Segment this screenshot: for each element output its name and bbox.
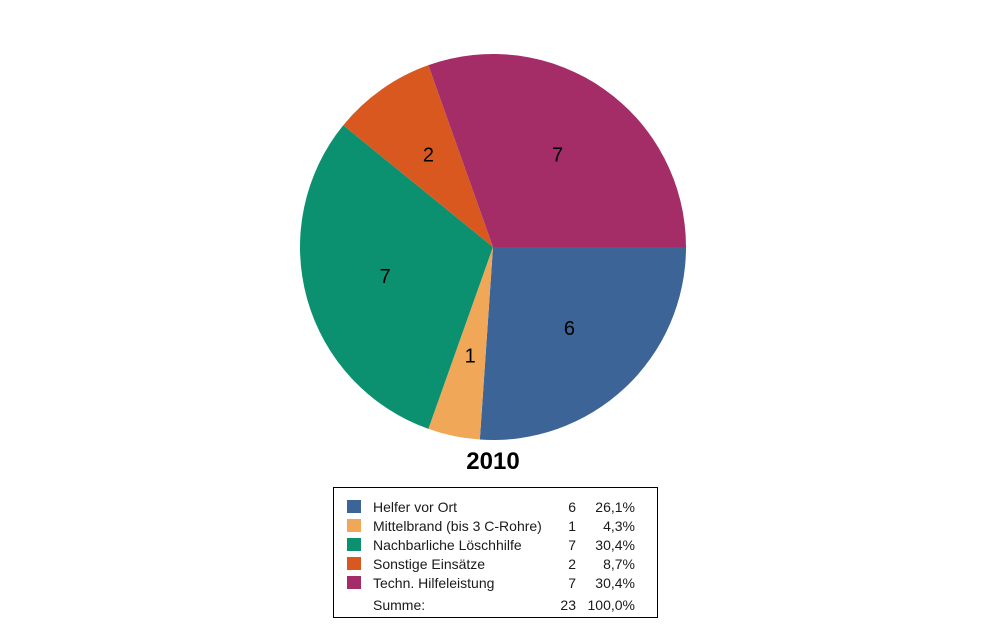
pie-slice-mittelbrand-bis-3-c-rohre [428, 247, 493, 440]
legend-percent: 30,4% [595, 574, 635, 591]
pie-slice-helfer-vor-ort [479, 247, 686, 441]
legend-row-sonstige-einsaetze: Sonstige Einsätze 2 8,7% [334, 554, 657, 573]
legend-row-mittelbrand: Mittelbrand (bis 3 C-Rohre) 1 4,3% [334, 516, 657, 535]
legend-row-techn-hilfeleistung: Techn. Hilfeleistung 7 30,4% [334, 573, 657, 592]
pie-slice-nachbarliche-l-schhilfe [300, 125, 493, 429]
legend-row-nachbarliche-loeschhilfe: Nachbarliche Löschhilfe 7 30,4% [334, 535, 657, 554]
legend-row-helfer-vor-ort: Helfer vor Ort 6 26,1% [334, 497, 657, 516]
legend-percent: 30,4% [595, 536, 635, 553]
legend-swatch-helfer-vor-ort [347, 500, 361, 513]
legend-percent: 26,1% [595, 498, 635, 515]
pie-chart: 6 1 7 2 7 [300, 54, 686, 441]
legend-value: 7 [568, 536, 576, 553]
chart-title: 2010 [466, 448, 520, 475]
legend-label: Mittelbrand (bis 3 C-Rohre) [373, 517, 542, 534]
legend-summe-value: 23 [560, 596, 576, 613]
legend-swatch-techn-hilfeleistung [347, 576, 361, 589]
legend-label: Techn. Hilfeleistung [373, 574, 495, 591]
legend-label: Nachbarliche Löschhilfe [373, 536, 522, 553]
legend-value: 1 [568, 517, 576, 534]
legend-summe-percent: 100,0% [587, 596, 635, 613]
legend-value: 7 [568, 574, 576, 591]
legend-percent: 8,7% [603, 555, 635, 572]
pie-slice-value-label: 6 [564, 318, 575, 340]
pie-slice-techn-hilfeleistung [428, 54, 686, 247]
pie-slice-value-label: 2 [423, 145, 434, 167]
legend-swatch-nachbarliche-loeschhilfe [347, 538, 361, 551]
legend-value: 6 [568, 498, 576, 515]
legend-label: Helfer vor Ort [373, 498, 458, 515]
legend-label: Sonstige Einsätze [373, 555, 486, 572]
legend-summe-label: Summe: [373, 596, 426, 613]
legend-swatch-mittelbrand [347, 519, 361, 532]
legend-row-summe: Summe: 23 100,0% [334, 595, 657, 614]
legend-box: Helfer vor Ort 6 26,1% Mittelbrand (bis … [333, 487, 658, 618]
legend-swatch-sonstige-einsaetze [347, 557, 361, 570]
legend-percent: 4,3% [603, 517, 635, 534]
legend-value: 2 [568, 555, 576, 572]
pie-slice-sonstige-eins-tze [343, 65, 493, 247]
pie-slice-value-label: 7 [380, 266, 391, 288]
pie-slice-value-label: 1 [465, 346, 476, 368]
pie-slice-value-label: 7 [552, 145, 563, 167]
